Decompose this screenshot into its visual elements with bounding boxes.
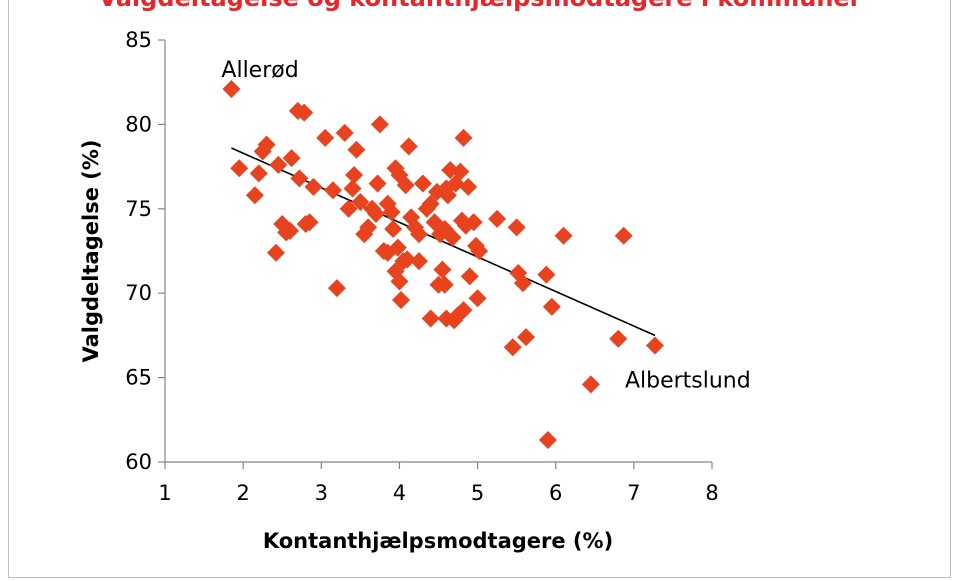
data-point	[245, 186, 264, 205]
x-tick-label: 5	[471, 481, 484, 505]
data-point	[347, 140, 366, 159]
y-tick-label: 65	[125, 366, 152, 390]
data-point	[304, 177, 323, 196]
data-point	[370, 115, 389, 134]
data-point	[390, 272, 409, 291]
x-tick-label: 2	[236, 481, 249, 505]
data-point	[295, 103, 314, 122]
data-point	[327, 279, 346, 298]
data-point	[266, 243, 285, 262]
data-point	[470, 242, 489, 260]
data-point	[459, 177, 478, 196]
y-tick-label: 75	[125, 197, 152, 221]
data-point	[398, 250, 417, 269]
annotations: Allerød Albertslund	[221, 58, 750, 394]
data-point	[351, 193, 370, 212]
data-point	[343, 179, 362, 198]
data-point	[451, 162, 470, 181]
data-point	[324, 181, 343, 200]
data-point	[503, 338, 522, 357]
y-tick-label: 80	[125, 112, 152, 136]
data-point	[300, 213, 319, 232]
annotation-label: Albertslund	[625, 369, 751, 394]
data-point	[538, 431, 557, 450]
data-point	[382, 203, 401, 222]
x-tick-label: 8	[705, 481, 718, 505]
x-axis-title: Kontanthjælpsmodtagere (%)	[263, 529, 613, 553]
data-point	[399, 137, 418, 156]
x-tick-label: 1	[158, 481, 171, 505]
data-point	[290, 169, 309, 188]
y-tick-label: 85	[125, 28, 152, 52]
data-point	[335, 123, 354, 142]
data-point	[433, 260, 452, 279]
data-point	[443, 228, 462, 247]
data-point	[409, 252, 428, 271]
data-point	[421, 194, 440, 213]
data-point	[517, 328, 536, 347]
data-point	[230, 159, 249, 178]
data-point	[345, 166, 364, 185]
data-point	[554, 226, 573, 245]
data-point	[282, 149, 301, 168]
data-point	[257, 135, 276, 154]
data-point	[396, 176, 415, 195]
x-tick-label: 4	[393, 481, 406, 505]
data-point	[507, 218, 526, 237]
data-point	[391, 290, 410, 309]
data-point	[409, 225, 428, 244]
data-point	[413, 174, 432, 193]
data-point	[421, 309, 440, 328]
data-point	[537, 265, 556, 284]
chart-title: Valgdeltagelse og kontanthjælpsmodtagere…	[98, 0, 861, 12]
x-tick-label: 6	[549, 481, 562, 505]
data-point	[609, 329, 628, 348]
data-point	[339, 199, 358, 218]
y-axis-title: Valgdeltagelse (%)	[79, 140, 103, 363]
data-point	[488, 209, 507, 228]
data-point	[454, 301, 473, 320]
data-point	[614, 226, 633, 245]
data-point	[384, 220, 403, 239]
data-point	[435, 275, 454, 294]
data-point	[316, 128, 335, 147]
data-point	[269, 155, 288, 174]
data-point	[513, 274, 532, 293]
data-point	[454, 128, 473, 147]
data-point	[468, 289, 487, 308]
annotation-label: Allerød	[221, 58, 298, 83]
x-tick-label: 7	[627, 481, 640, 505]
data-point	[645, 336, 664, 355]
data-point	[581, 375, 600, 394]
data-point	[438, 186, 457, 205]
data-point	[281, 221, 300, 240]
data-point	[542, 297, 561, 316]
data-point	[359, 218, 378, 237]
chart-frame	[8, 0, 951, 578]
data-point	[366, 204, 385, 223]
y-tick-label: 60	[125, 450, 152, 474]
x-tick-label: 3	[315, 481, 328, 505]
data-point	[368, 174, 387, 193]
data-point	[464, 213, 483, 232]
data-points	[222, 79, 664, 450]
data-point	[388, 238, 407, 257]
y-axis-ticks: 60 65 70 75 80 85	[125, 28, 165, 474]
data-point	[222, 79, 241, 98]
x-axis-ticks: 1 2 3 4 5 6 7 8	[158, 462, 719, 505]
y-tick-label: 70	[125, 281, 152, 305]
data-point	[249, 164, 268, 183]
data-point	[460, 267, 479, 286]
